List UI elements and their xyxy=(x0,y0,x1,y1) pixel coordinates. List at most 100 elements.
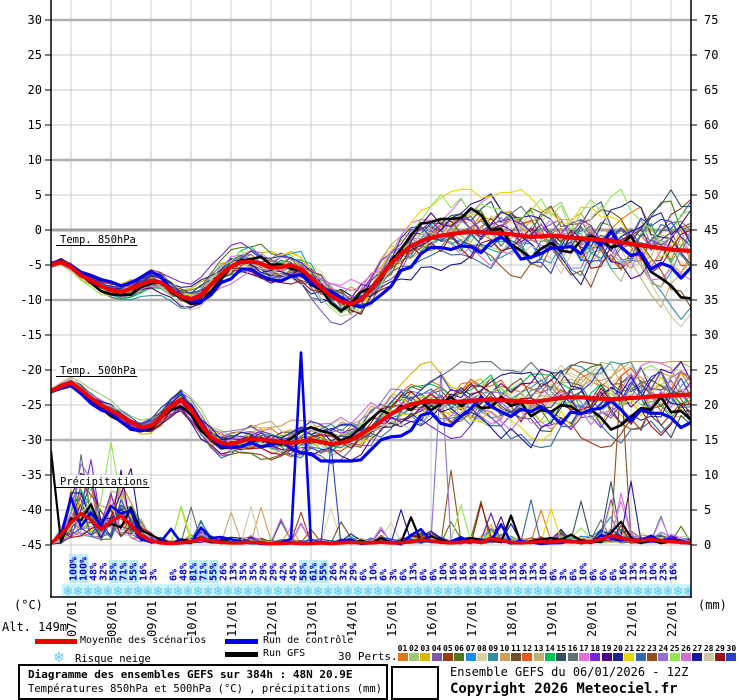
snowflake-icon: ❄ xyxy=(633,584,643,599)
snowflake-icon: ❄ xyxy=(473,584,483,599)
snowflake-icon: ❄ xyxy=(613,584,623,599)
section-label: Précipitations xyxy=(60,476,149,488)
snow-risk-percent: 6% xyxy=(599,569,610,581)
member-legend-slot: 28 xyxy=(703,644,714,661)
member-number: 07 xyxy=(465,644,476,653)
snowflake-icon: ❄ xyxy=(553,584,563,599)
snowflake-icon: ❄ xyxy=(503,584,513,599)
ensemble-chart: ❄ ❄ ❄ ❄ ❄ ❄ ❄ ❄ ❄ ❄ ❄ ❄ ❄ ❄ ❄ ❄ ❄ ❄ ❄ ❄ ❄ ❄ ❄ ❄ ❄ ❄ ❄ ❄ ❄ ❄ ❄ ❄ ❄ ❄ ❄ ❄ ❄ ❄ ❄ ❄… xyxy=(20,0,718,637)
member-legend-slot: 21 xyxy=(624,644,635,661)
y-axis-left-label: 25 xyxy=(28,48,42,62)
member-legend-slot: 19 xyxy=(601,644,612,661)
member-legend-slot: 04 xyxy=(431,644,442,661)
snowflake-icon: ❄ xyxy=(103,584,113,599)
member-color-swatch xyxy=(533,653,544,661)
snowflake-icon: ❄ xyxy=(323,584,333,599)
snowflake-icon: ❄ xyxy=(253,584,263,599)
snow-risk-percent: 42% xyxy=(279,563,290,581)
snowflake-icon: ❄ xyxy=(283,584,293,599)
member-number: 12 xyxy=(522,644,533,653)
member-legend-slot: 11 xyxy=(510,644,521,661)
member-legend-slot: 23 xyxy=(646,644,657,661)
y-axis-right-label: 25 xyxy=(704,363,718,377)
y-axis-right-label: 75 xyxy=(704,13,718,27)
snow-risk-percent: 16% xyxy=(619,563,630,581)
snowflake-icon: ❄ xyxy=(213,584,223,599)
snowflake-icon: ❄ xyxy=(483,584,493,599)
legend-gfs-label: Run GFS xyxy=(263,648,306,659)
y-axis-right-label: 15 xyxy=(704,433,718,447)
snow-risk-percent: 71% xyxy=(119,563,130,581)
snow-risk-percent: 10% xyxy=(369,563,380,581)
y-axis-left-label: -40 xyxy=(20,503,42,517)
snow-risk-percent: 3% xyxy=(149,569,160,581)
snow-risk-highlight xyxy=(69,554,79,583)
y-axis-left-label: -30 xyxy=(20,433,42,447)
snow-risk-percent: 13% xyxy=(509,563,520,581)
member-color-swatch xyxy=(544,653,555,661)
perturbations-count-label: 30 Perts. xyxy=(338,650,398,663)
snowflake-icon: ❄ xyxy=(403,584,413,599)
x-axis-date-label: 08/01 xyxy=(105,601,119,637)
snow-risk-percent: 48% xyxy=(89,563,100,581)
member-number: 24 xyxy=(658,644,669,653)
member-legend-slot: 08 xyxy=(476,644,487,661)
member-number: 05 xyxy=(443,644,453,653)
snowflake-icon: ❄ xyxy=(63,584,73,599)
member-legend-slot: 16 xyxy=(567,644,578,661)
member-color-swatch xyxy=(522,653,533,661)
snow-risk-percent: 6% xyxy=(419,569,430,581)
y-axis-right-label: 35 xyxy=(704,293,718,307)
snow-risk-percent: 16% xyxy=(449,563,460,581)
member-color-swatch xyxy=(431,653,442,661)
y-axis-right-label: 40 xyxy=(704,258,718,272)
snowflake-icon: ❄ xyxy=(93,584,103,599)
ensemble-member-line-precip xyxy=(51,482,691,545)
member-legend-slot: 01 xyxy=(397,644,408,661)
snowflake-icon: ❄ xyxy=(453,584,463,599)
member-legend-slot: 12 xyxy=(522,644,533,661)
x-axis-date-label: 07/01 xyxy=(65,601,79,637)
snowflake-icon: ❄ xyxy=(583,584,593,599)
snow-risk-percent: 16% xyxy=(479,563,490,581)
member-color-swatch xyxy=(658,653,669,661)
member-color-swatch xyxy=(578,653,589,661)
snow-risk-percent: 100% xyxy=(79,557,90,581)
snow-risk-percent: 6% xyxy=(399,569,410,581)
member-color-swatch xyxy=(420,653,431,661)
ensemble-member-line-500 xyxy=(51,380,691,456)
snow-risk-percent: 35% xyxy=(249,563,260,581)
snowflake-icon: ❄ xyxy=(373,584,383,599)
x-axis-date-label: 09/01 xyxy=(145,601,159,637)
legend-mean-label: Moyenne des scénarios xyxy=(80,635,207,646)
snowflake-icon: ❄ xyxy=(393,584,403,599)
snow-risk-percent: 61% xyxy=(309,563,320,581)
y-axis-left-label: -35 xyxy=(20,468,42,482)
member-color-swatch xyxy=(556,653,567,661)
snowflake-icon: ❄ xyxy=(133,584,143,599)
y-axis-left-label: -25 xyxy=(20,398,42,412)
snowflake-icon: ❄ xyxy=(623,584,633,599)
snow-risk-percent: 29% xyxy=(269,563,280,581)
y-axis-right-label: 0 xyxy=(704,538,711,552)
member-number: 10 xyxy=(499,644,510,653)
member-number: 28 xyxy=(703,644,714,653)
member-legend-slot: 17 xyxy=(578,644,589,661)
snow-risk-percent: 13% xyxy=(639,563,650,581)
x-axis-date-label: 11/01 xyxy=(225,601,239,637)
x-axis-date-label: 19/01 xyxy=(545,601,559,637)
member-color-swatch xyxy=(488,653,499,661)
snowflake-icon: ❄ xyxy=(113,584,123,599)
member-color-swatch xyxy=(465,653,476,661)
y-axis-right-label: 20 xyxy=(704,398,718,412)
member-color-swatch xyxy=(612,653,623,661)
snow-risk-percent: 19% xyxy=(469,563,480,581)
y-axis-right-label: 45 xyxy=(704,223,718,237)
snow-risk-highlight xyxy=(199,559,209,583)
member-legend-slot: 14 xyxy=(544,644,555,661)
snowflake-icon: ❄ xyxy=(83,584,93,599)
member-number: 04 xyxy=(431,644,442,653)
snow-risk-highlight xyxy=(319,559,329,583)
member-number: 15 xyxy=(556,644,567,653)
y-axis-left-label: -15 xyxy=(20,328,42,342)
